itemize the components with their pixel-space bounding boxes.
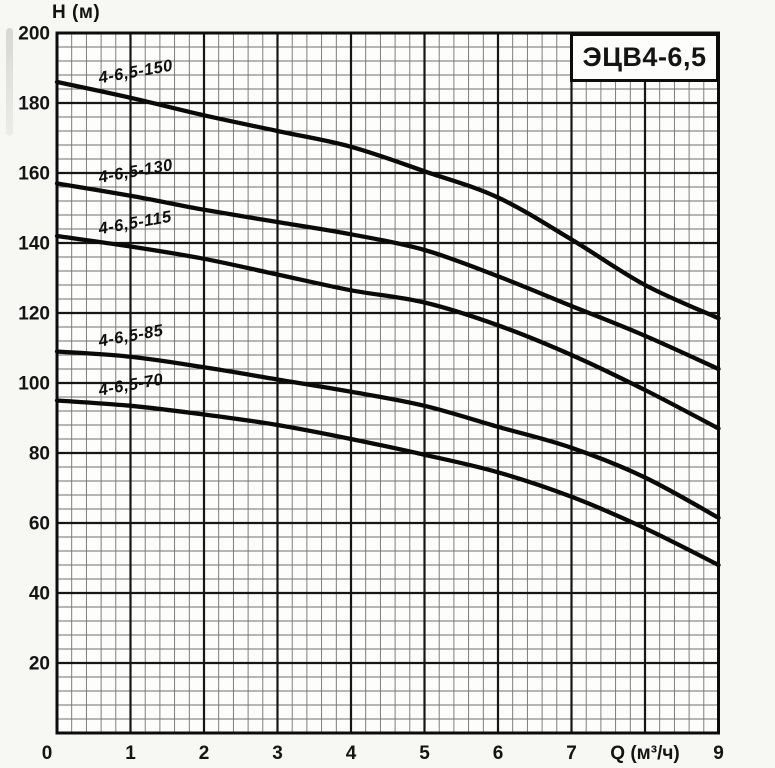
y-tick-label-3: 140: [18, 234, 50, 255]
y-tick-label-5: 100: [18, 374, 50, 395]
scan-smudge-artifact: [6, 28, 13, 136]
y-axis-title: H (м): [52, 2, 101, 23]
curve-4-6-5-70: [54, 398, 721, 568]
x-tick-label-0: 0: [42, 743, 53, 764]
curve-4-6-5-115: [54, 233, 721, 431]
curve-4-6-5-85: [54, 349, 721, 520]
x-tick-label-7: 7: [566, 743, 577, 764]
x-tick-label-6: 6: [493, 743, 504, 764]
y-tick-label-1: 180: [18, 94, 50, 115]
y-tick-label-0: 200: [18, 24, 50, 45]
x-tick-label-5: 5: [419, 743, 430, 764]
curve-4-6-5-150: [54, 79, 721, 321]
y-tick-label-8: 40: [29, 584, 50, 605]
x-tick-label-1: 1: [125, 743, 136, 764]
x-tick-label-3: 3: [272, 743, 283, 764]
curve-4-6-5-130: [54, 181, 721, 372]
x-tick-label-4: 4: [346, 743, 357, 764]
x-tick-label-9: 9: [713, 743, 724, 764]
pump-model-title-box: ЭЦВ4-6,5: [570, 33, 719, 82]
x-tick-label-2: 2: [199, 743, 210, 764]
y-tick-label-7: 60: [29, 514, 50, 535]
plot-border: [55, 31, 720, 735]
y-tick-label-9: 20: [29, 654, 50, 675]
y-tick-label-2: 160: [18, 164, 50, 185]
y-tick-label-6: 80: [29, 444, 50, 465]
x-axis-title: Q (м³/ч): [610, 743, 679, 764]
y-tick-label-4: 120: [18, 304, 50, 325]
